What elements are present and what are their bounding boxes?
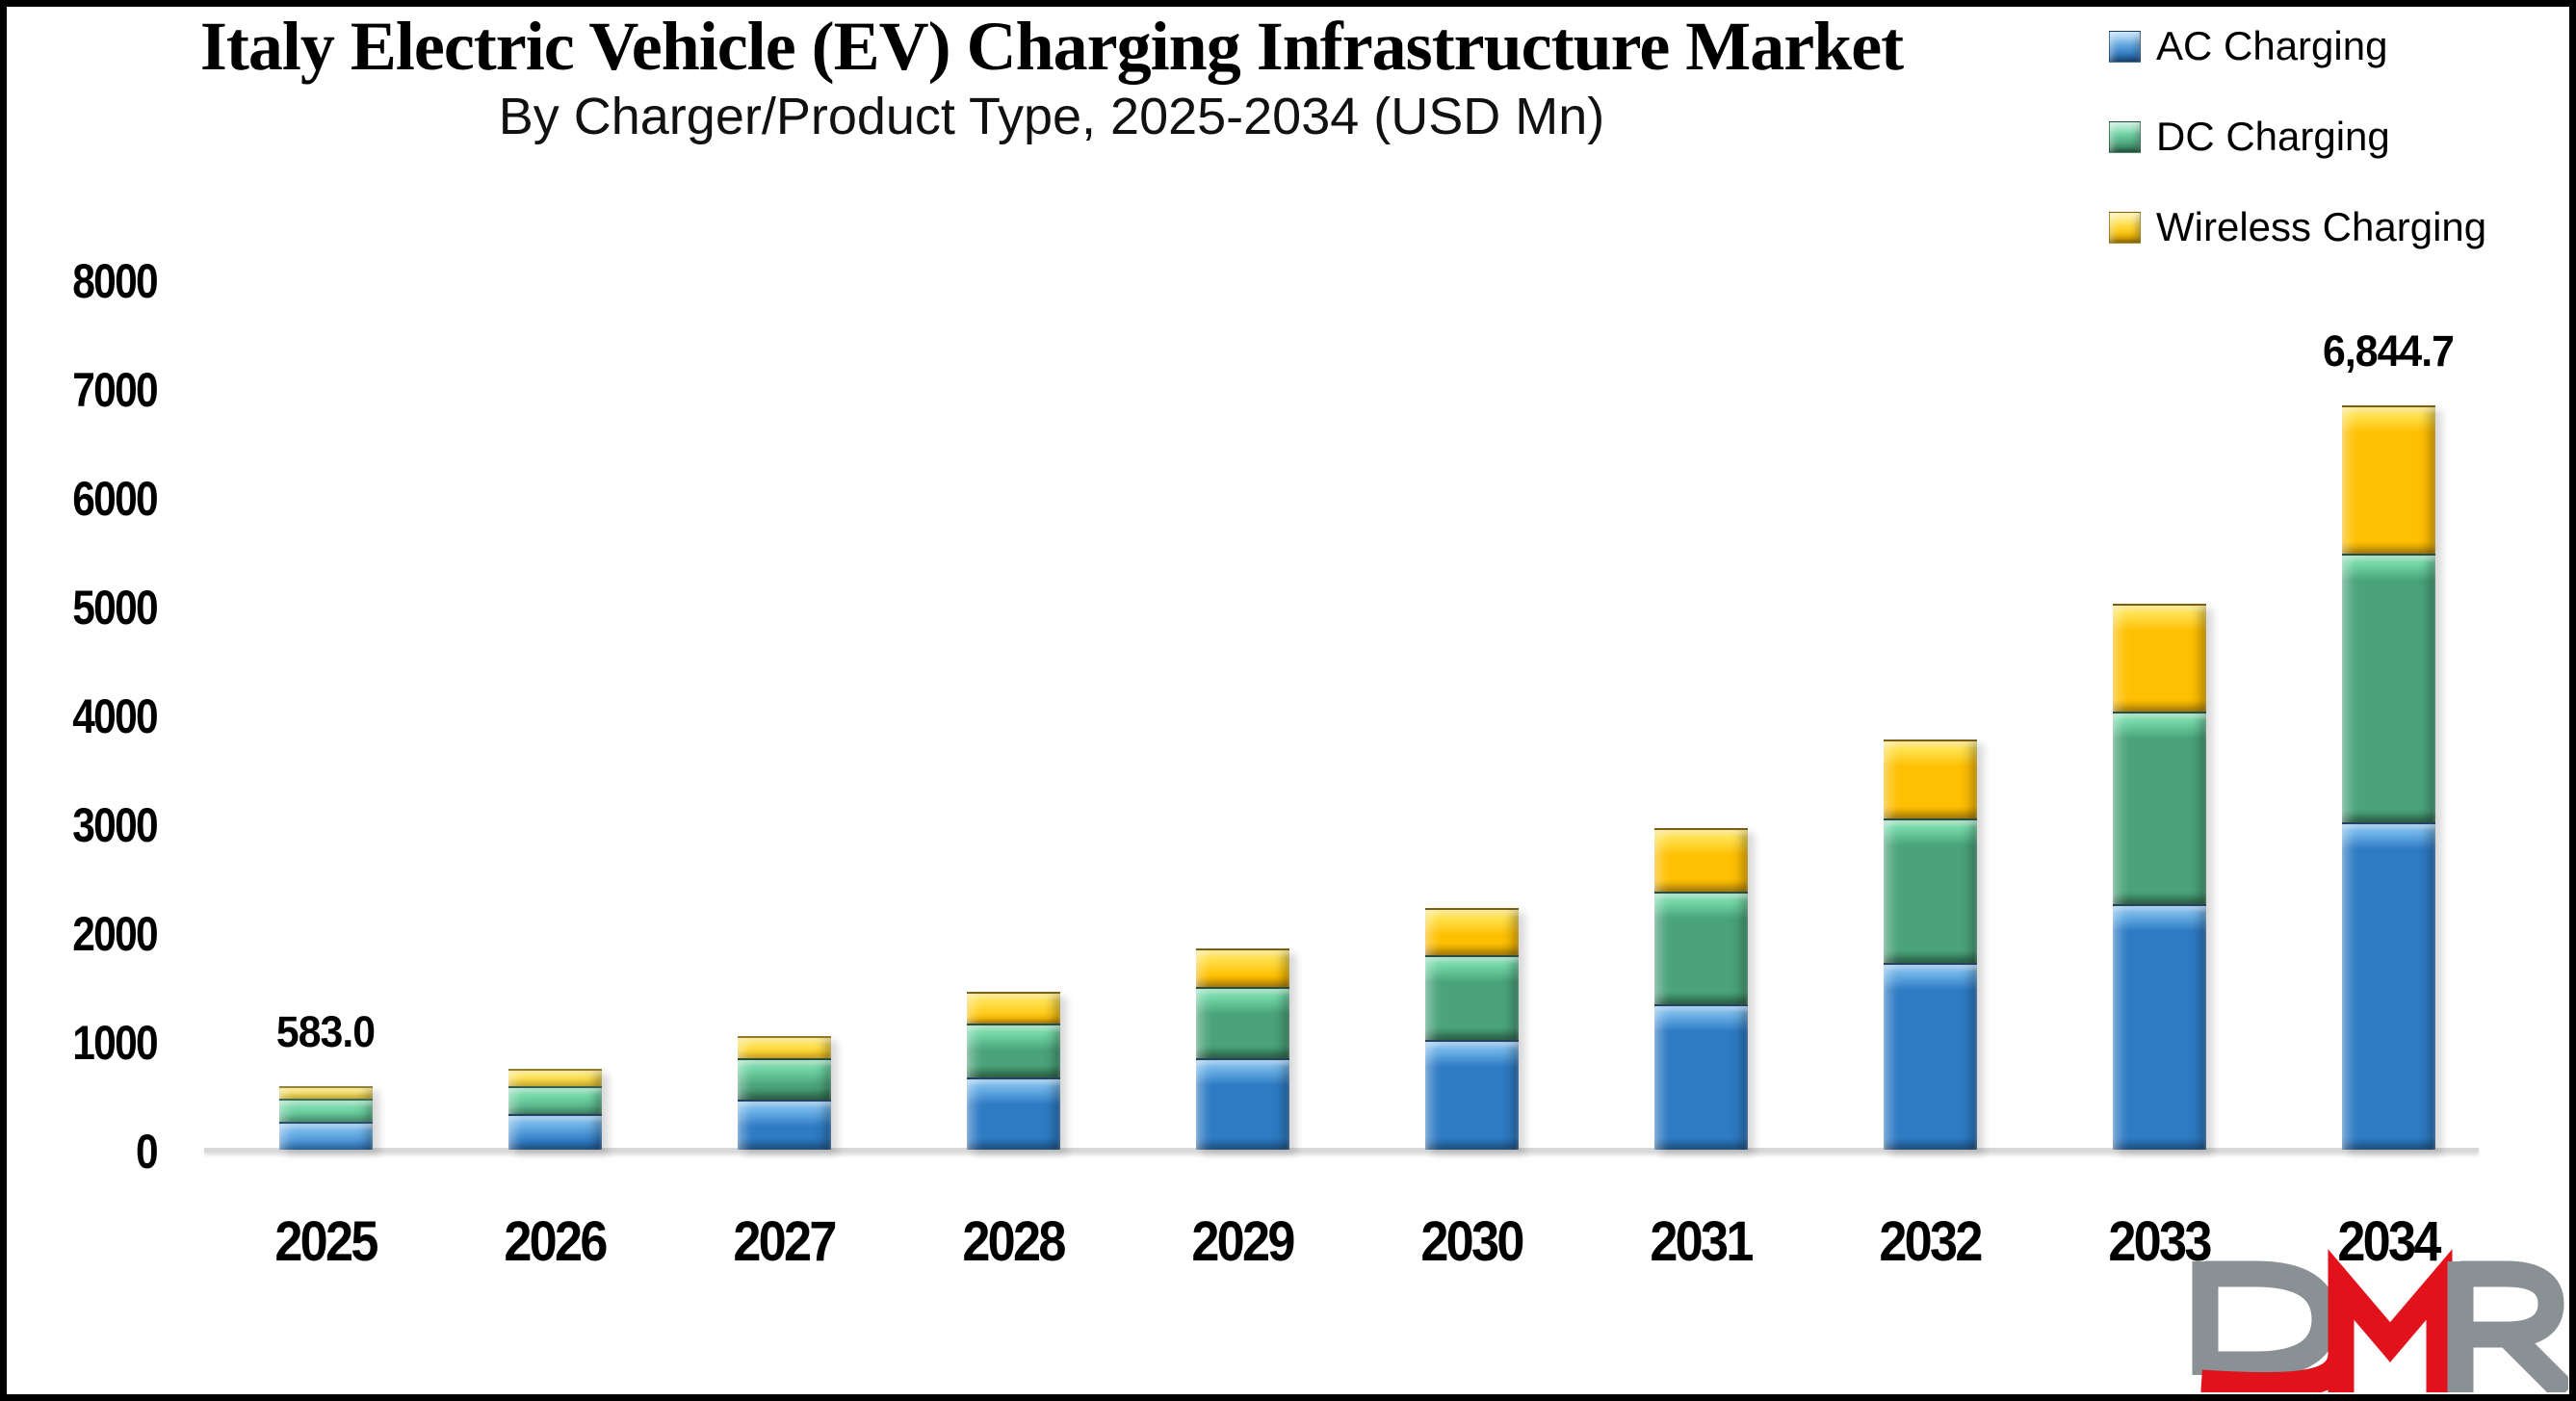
segment-2026-wireless bbox=[507, 1068, 602, 1086]
segment-2025-dc bbox=[278, 1099, 373, 1122]
x-axis-label-2031: 2031 bbox=[1650, 1210, 1754, 1273]
y-axis-tick-label-2000: 2000 bbox=[72, 907, 158, 961]
data-label-2034: 6,844.7 bbox=[2323, 325, 2455, 376]
segment-2028-ac bbox=[966, 1077, 1060, 1150]
page-subtitle: By Charger/Product Type, 2025-2034 (USD … bbox=[498, 88, 1605, 146]
x-axis-label-2034: 2034 bbox=[2337, 1210, 2441, 1273]
y-axis-tick-label-3000: 3000 bbox=[72, 798, 158, 852]
segment-2033-wireless bbox=[2112, 603, 2206, 713]
segment-2027-dc bbox=[737, 1057, 831, 1101]
segment-2032-ac bbox=[1883, 963, 1977, 1150]
x-axis-label-2030: 2030 bbox=[1420, 1210, 1524, 1273]
segment-2029-ac bbox=[1195, 1058, 1289, 1150]
x-axis-label-2032: 2032 bbox=[1879, 1210, 1983, 1273]
legend-label: Wireless Charging bbox=[2156, 204, 2487, 249]
logo-letter-r bbox=[2447, 1260, 2568, 1392]
segment-2030-dc bbox=[1424, 954, 1519, 1041]
segment-2030-wireless bbox=[1424, 908, 1519, 955]
x-axis-label-2027: 2027 bbox=[733, 1210, 837, 1273]
segment-2030-ac bbox=[1424, 1040, 1519, 1150]
segment-2026-ac bbox=[507, 1114, 602, 1150]
y-axis-tick-label-7000: 7000 bbox=[72, 363, 158, 417]
bar-2033 bbox=[2112, 603, 2206, 1150]
y-axis-tick-label-1000: 1000 bbox=[72, 1016, 158, 1070]
segment-2027-wireless bbox=[737, 1035, 831, 1058]
segment-2031-ac bbox=[1653, 1003, 1748, 1150]
x-axis-line bbox=[204, 1148, 2479, 1153]
segment-2033-ac bbox=[2112, 904, 2206, 1150]
logo-letter-m bbox=[2328, 1249, 2453, 1392]
segment-2032-wireless bbox=[1883, 739, 1977, 818]
bar-2025 bbox=[278, 1086, 373, 1150]
segment-2025-wireless bbox=[278, 1086, 373, 1100]
legend-item-ac-charging: AC Charging bbox=[2109, 23, 2486, 68]
segment-2031-wireless bbox=[1653, 827, 1748, 893]
segment-2029-dc bbox=[1195, 986, 1289, 1059]
legend: AC Charging DC Charging Wireless Chargin… bbox=[2109, 23, 2486, 298]
ac-charging-color-chip-icon bbox=[2109, 30, 2141, 63]
legend-item-wireless-charging: Wireless Charging bbox=[2109, 204, 2486, 249]
segment-2033-dc bbox=[2112, 712, 2206, 905]
legend-label: AC Charging bbox=[2156, 23, 2388, 68]
x-axis-label-2028: 2028 bbox=[962, 1210, 1066, 1273]
x-axis-label-2029: 2029 bbox=[1191, 1210, 1295, 1273]
segment-2025-ac bbox=[278, 1121, 373, 1150]
segment-2034-ac bbox=[2341, 822, 2435, 1150]
bar-2030 bbox=[1424, 908, 1519, 1150]
bar-2026 bbox=[507, 1068, 602, 1150]
data-label-2025: 583.0 bbox=[275, 1007, 376, 1057]
segment-2034-dc bbox=[2341, 553, 2435, 823]
bar-2028 bbox=[966, 992, 1060, 1150]
bar-2032 bbox=[1883, 739, 1977, 1150]
y-axis-tick-label-4000: 4000 bbox=[72, 689, 158, 743]
page-title: Italy Electric Vehicle (EV) Charging Inf… bbox=[199, 8, 1904, 85]
y-axis-tick-label-5000: 5000 bbox=[72, 581, 158, 635]
dc-charging-color-chip-icon bbox=[2109, 120, 2141, 153]
x-axis-label-2026: 2026 bbox=[504, 1210, 608, 1273]
segment-2028-wireless bbox=[966, 992, 1060, 1024]
segment-2026-dc bbox=[507, 1085, 602, 1115]
y-axis-tick-label-0: 0 bbox=[136, 1125, 159, 1179]
logo-letter-d bbox=[2192, 1260, 2338, 1378]
segment-2027-ac bbox=[737, 1100, 831, 1150]
bar-2027 bbox=[737, 1035, 831, 1150]
legend-item-dc-charging: DC Charging bbox=[2109, 114, 2486, 159]
dmr-logo bbox=[2192, 1249, 2568, 1392]
x-axis-label-2025: 2025 bbox=[274, 1210, 378, 1273]
bar-2029 bbox=[1195, 948, 1289, 1150]
segment-2034-wireless bbox=[2341, 404, 2435, 554]
y-axis-tick-label-8000: 8000 bbox=[72, 254, 158, 308]
bar-2031 bbox=[1653, 827, 1748, 1150]
y-axis-tick-label-6000: 6000 bbox=[72, 472, 158, 526]
bar-2034 bbox=[2341, 404, 2435, 1150]
segment-2032-dc bbox=[1883, 817, 1977, 964]
legend-label: DC Charging bbox=[2156, 114, 2390, 159]
segment-2031-dc bbox=[1653, 892, 1748, 1004]
wireless-charging-color-chip-icon bbox=[2109, 211, 2141, 244]
chart-header: Italy Electric Vehicle (EV) Charging Inf… bbox=[12, 10, 2092, 146]
segment-2028-dc bbox=[966, 1023, 1060, 1078]
segment-2029-wireless bbox=[1195, 948, 1289, 987]
